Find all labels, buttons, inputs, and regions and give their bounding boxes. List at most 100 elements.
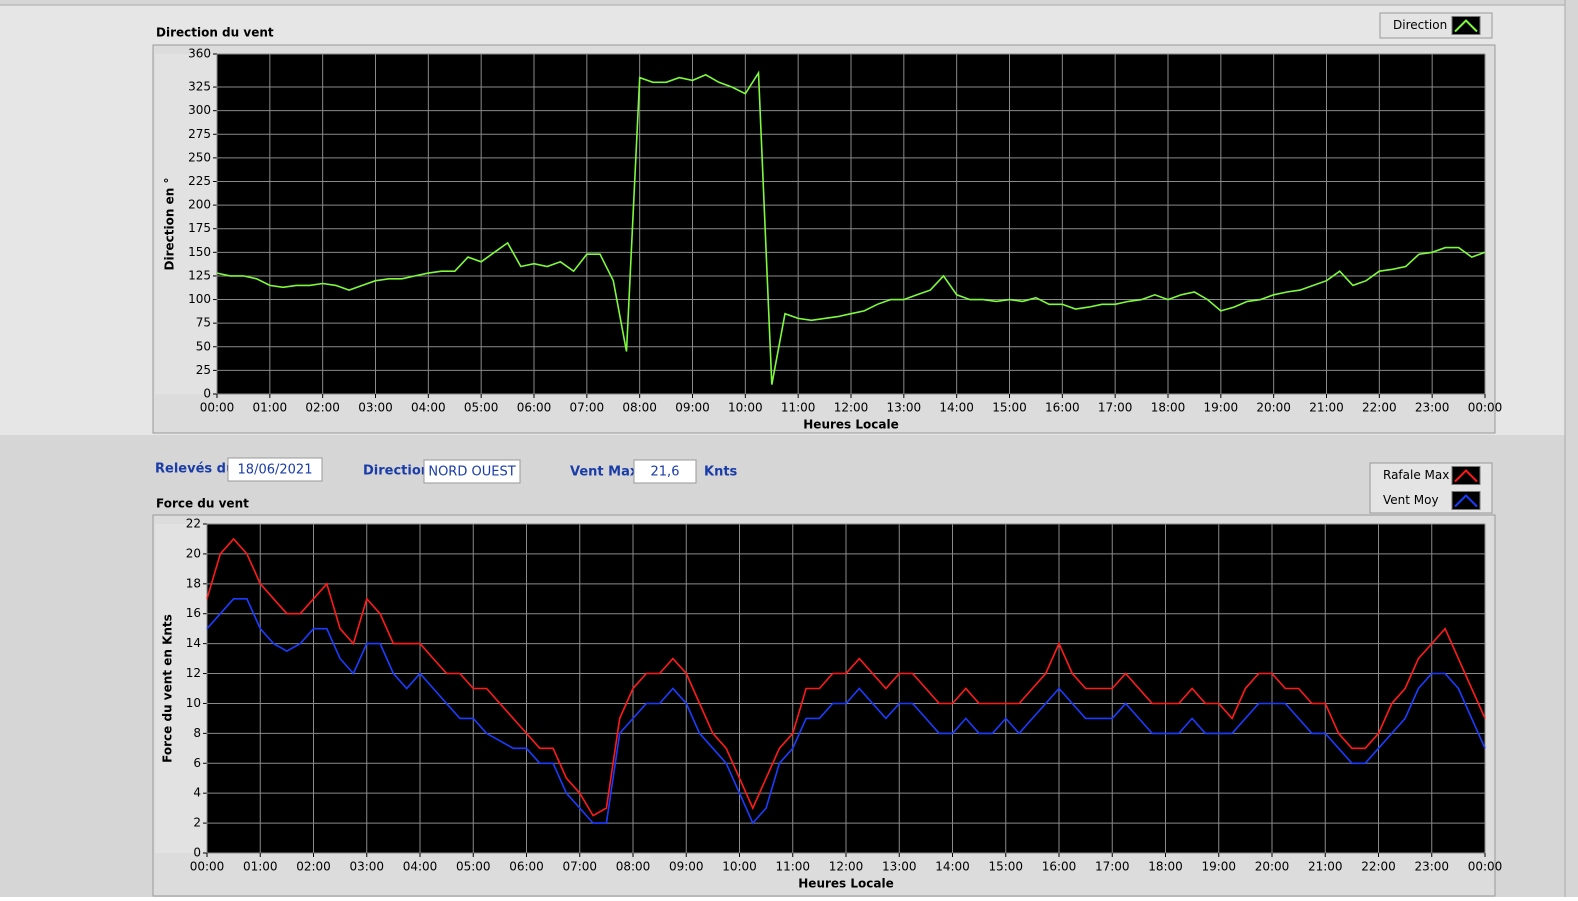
- max-field[interactable]: [633, 459, 697, 484]
- date-label: Relevés du: [155, 462, 235, 477]
- x-tick-label: 14:00: [939, 401, 974, 415]
- x-tick-label: 13:00: [882, 860, 917, 874]
- y-tick-label: 0: [203, 387, 211, 401]
- y-tick-label: 150: [188, 245, 211, 259]
- x-tick-label: 09:00: [669, 860, 704, 874]
- y-tick-label: 125: [188, 268, 211, 282]
- x-tick-label: 17:00: [1095, 860, 1130, 874]
- date-value: 18/06/2021: [238, 463, 313, 478]
- y-axis-label: Direction en °: [163, 178, 177, 271]
- y-tick-label: 275: [188, 127, 211, 141]
- y-tick-label: 22: [186, 517, 201, 531]
- legend-label: Rafale Max: [1383, 468, 1449, 482]
- y-tick-label: 10: [186, 696, 201, 710]
- y-tick-label: 100: [188, 292, 211, 306]
- x-tick-label: 11:00: [781, 401, 816, 415]
- x-tick-label: 08:00: [622, 401, 657, 415]
- x-tick-label: 08:00: [616, 860, 651, 874]
- direction-value: NORD OUEST: [428, 465, 515, 480]
- y-tick-label: 175: [188, 221, 211, 235]
- y-tick-label: 225: [188, 174, 211, 188]
- y-axis-label: Force du vent en Knts: [161, 614, 175, 763]
- x-tick-label: 21:00: [1308, 860, 1343, 874]
- x-tick-label: 18:00: [1151, 401, 1186, 415]
- x-tick-label: 22:00: [1362, 401, 1397, 415]
- date-field[interactable]: [227, 457, 323, 482]
- data-line: [216, 70, 1486, 385]
- legend-icon: [1454, 469, 1478, 483]
- legend-swatch: [1451, 466, 1481, 485]
- y-tick-label: 4: [193, 786, 201, 800]
- x-tick-label: 00:00: [1468, 401, 1503, 415]
- max-unit: Knts: [704, 465, 738, 480]
- y-tick-label: 2: [193, 816, 201, 830]
- x-tick-label: 16:00: [1045, 401, 1080, 415]
- y-tick-label: 12: [186, 666, 201, 680]
- y-tick-label: 250: [188, 150, 211, 164]
- y-tick-label: 300: [188, 103, 211, 117]
- legend-swatch: [1451, 16, 1481, 35]
- x-tick-label: 04:00: [411, 401, 446, 415]
- x-tick-label: 10:00: [728, 401, 763, 415]
- axis-strip: [155, 524, 207, 853]
- x-tick-label: 20:00: [1255, 860, 1290, 874]
- legend-swatch: [1451, 491, 1481, 510]
- y-tick-label: 360: [188, 47, 211, 61]
- legend-icon: [1454, 494, 1478, 508]
- x-axis-label: Heures Locale: [798, 877, 893, 891]
- x-tick-label: 15:00: [988, 860, 1023, 874]
- x-tick-label: 01:00: [253, 401, 288, 415]
- x-axis-label: Heures Locale: [803, 418, 898, 432]
- x-tick-label: 11:00: [775, 860, 810, 874]
- x-tick-label: 20:00: [1256, 401, 1291, 415]
- x-tick-label: 06:00: [517, 401, 552, 415]
- x-tick-label: 06:00: [509, 860, 544, 874]
- y-tick-label: 16: [186, 606, 201, 620]
- x-tick-label: 19:00: [1201, 860, 1236, 874]
- x-tick-label: 14:00: [935, 860, 970, 874]
- y-tick-label: 75: [196, 316, 211, 330]
- x-tick-label: 13:00: [887, 401, 922, 415]
- y-tick-label: 18: [186, 576, 201, 590]
- y-tick-label: 20: [186, 546, 201, 560]
- x-tick-label: 03:00: [349, 860, 384, 874]
- x-tick-label: 17:00: [1098, 401, 1133, 415]
- chart-title: Direction du vent: [156, 26, 274, 40]
- x-tick-label: 10:00: [722, 860, 757, 874]
- x-tick-label: 19:00: [1204, 401, 1239, 415]
- legend-label: Vent Moy: [1383, 493, 1439, 507]
- direction-label: Direction: [363, 464, 430, 479]
- y-tick-label: 0: [193, 846, 201, 860]
- x-tick-label: 04:00: [403, 860, 438, 874]
- x-tick-label: 00:00: [200, 401, 235, 415]
- x-tick-label: 07:00: [570, 401, 605, 415]
- direction-field[interactable]: [423, 459, 521, 484]
- y-tick-label: 325: [188, 80, 211, 94]
- y-tick-label: 25: [196, 363, 211, 377]
- max-value: 21,6: [651, 465, 680, 480]
- data-line: [206, 537, 1486, 817]
- x-tick-label: 23:00: [1414, 860, 1449, 874]
- x-tick-label: 16:00: [1042, 860, 1077, 874]
- y-tick-label: 50: [196, 339, 211, 353]
- y-tick-label: 14: [186, 636, 201, 650]
- x-tick-label: 03:00: [358, 401, 393, 415]
- y-tick-label: 8: [193, 726, 201, 740]
- y-tick-label: 6: [193, 756, 201, 770]
- x-tick-label: 09:00: [675, 401, 710, 415]
- x-tick-label: 02:00: [296, 860, 331, 874]
- x-tick-label: 02:00: [305, 401, 340, 415]
- y-tick-label: 200: [188, 198, 211, 212]
- x-tick-label: 05:00: [456, 860, 491, 874]
- x-tick-label: 23:00: [1415, 401, 1450, 415]
- axis-strip: [155, 54, 217, 394]
- x-tick-label: 21:00: [1309, 401, 1344, 415]
- x-tick-label: 00:00: [190, 860, 225, 874]
- x-tick-label: 07:00: [562, 860, 597, 874]
- x-tick-label: 00:00: [1468, 860, 1503, 874]
- data-line: [206, 598, 1486, 825]
- chart-title: Force du vent: [156, 497, 249, 511]
- legend-label: Direction: [1393, 18, 1447, 32]
- x-tick-label: 18:00: [1148, 860, 1183, 874]
